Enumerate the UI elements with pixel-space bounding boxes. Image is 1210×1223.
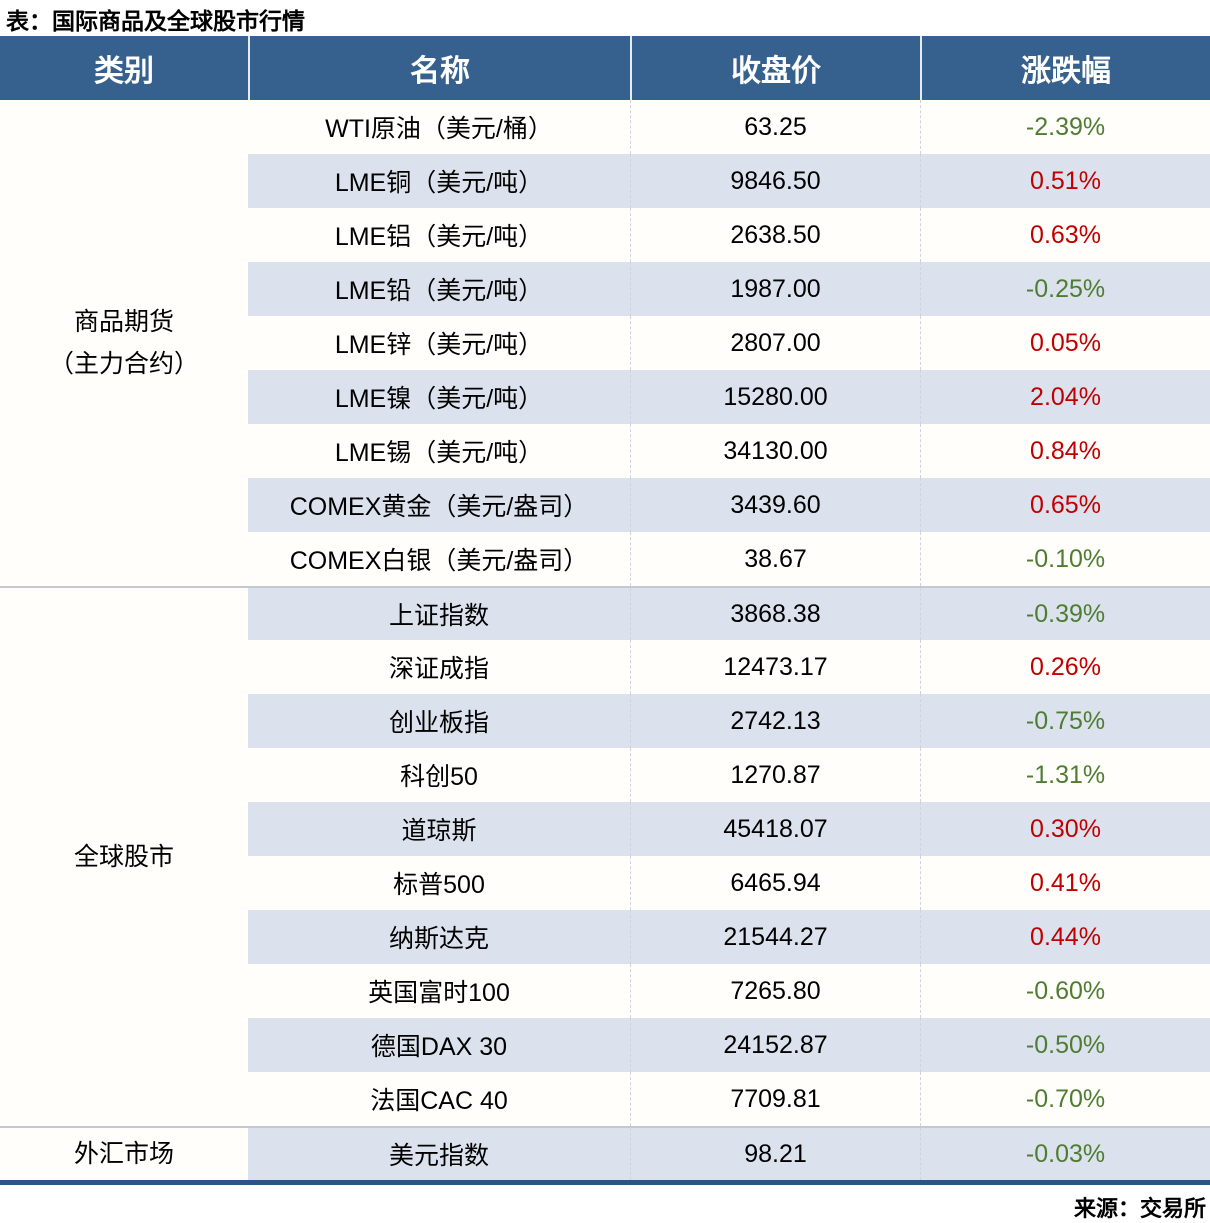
table-row: 法国CAC 40 7709.81 -0.70% <box>248 1072 1210 1126</box>
close-price: 7709.81 <box>630 1072 920 1126</box>
change-percent: -0.25% <box>920 262 1210 316</box>
category-label: （主力合约） <box>48 350 199 378</box>
rows-column: WTI原油（美元/桶） 63.25 -2.39% LME铜（美元/吨） 9846.50 0… <box>248 100 1210 1180</box>
change-percent: -2.39% <box>920 100 1210 154</box>
change-percent: -0.75% <box>920 694 1210 748</box>
close-price: 2742.13 <box>630 694 920 748</box>
instrument-name: 道琼斯 <box>401 817 477 845</box>
close-price: 21544.27 <box>630 910 920 964</box>
source-note: 来源：交易所 <box>1073 1196 1206 1221</box>
close-price: 3439.60 <box>630 478 920 532</box>
close-price: 2638.50 <box>630 208 920 262</box>
instrument-name: COMEX黄金（美元/盎司） <box>289 493 589 521</box>
change-percent: 0.51% <box>920 154 1210 208</box>
instrument-name: 科创50 <box>400 763 478 791</box>
category-cell: 全球股市 <box>0 586 248 1126</box>
table-row: LME铝（美元/吨） 2638.50 0.63% <box>248 208 1210 262</box>
category-cell: 商品期货 （主力合约） <box>0 100 248 586</box>
close-price: 34130.00 <box>630 424 920 478</box>
change-percent: -0.50% <box>920 1018 1210 1072</box>
category-label: 全球股市 <box>73 842 174 871</box>
close-price: 1987.00 <box>630 262 920 316</box>
close-price: 63.25 <box>630 100 920 154</box>
table-row: 上证指数 3868.38 -0.39% <box>248 586 1210 640</box>
close-price: 12473.17 <box>630 640 920 694</box>
market-table: 类别 名称 收盘价 涨跌幅 商品期货 （主力合约） 全球股市外汇市场 WTI原油（美… <box>0 36 1210 1185</box>
change-percent: 0.30% <box>920 802 1210 856</box>
instrument-name: LME铝（美元/吨） <box>334 223 544 251</box>
instrument-name: 创业板指 <box>388 709 489 737</box>
change-percent: -0.60% <box>920 964 1210 1018</box>
close-price: 1270.87 <box>630 748 920 802</box>
change-percent: 0.05% <box>920 316 1210 370</box>
instrument-name: COMEX白银（美元/盎司） <box>289 547 589 575</box>
close-price: 9846.50 <box>630 154 920 208</box>
close-price: 15280.00 <box>630 370 920 424</box>
instrument-name: 英国富时100 <box>368 979 510 1007</box>
table-row: LME镍（美元/吨） 15280.00 2.04% <box>248 370 1210 424</box>
change-percent: 0.41% <box>920 856 1210 910</box>
instrument-name: 德国DAX 30 <box>370 1033 508 1061</box>
change-percent: 0.65% <box>920 478 1210 532</box>
table-row: 科创50 1270.87 -1.31% <box>248 748 1210 802</box>
table-header-row: 类别 名称 收盘价 涨跌幅 <box>0 36 1210 100</box>
instrument-name: 上证指数 <box>388 602 489 630</box>
instrument-name: LME铜（美元/吨） <box>334 169 544 197</box>
close-price: 7265.80 <box>630 964 920 1018</box>
table-row: 标普500 6465.94 0.41% <box>248 856 1210 910</box>
close-price: 38.67 <box>630 532 920 586</box>
change-percent: -0.39% <box>920 588 1210 640</box>
table-row: 美元指数 98.21 -0.03% <box>248 1126 1210 1180</box>
instrument-name: 美元指数 <box>388 1142 489 1170</box>
table-row: 英国富时100 7265.80 -0.60% <box>248 964 1210 1018</box>
instrument-name: LME镍（美元/吨） <box>334 385 544 413</box>
change-percent: -0.10% <box>920 532 1210 586</box>
table-row: COMEX黄金（美元/盎司） 3439.60 0.65% <box>248 478 1210 532</box>
category-column: 商品期货 （主力合约） 全球股市外汇市场 <box>0 100 248 1180</box>
header-change-pct: 涨跌幅 <box>920 36 1210 100</box>
table-row: 纳斯达克 21544.27 0.44% <box>248 910 1210 964</box>
change-percent: 0.84% <box>920 424 1210 478</box>
change-percent: 0.63% <box>920 208 1210 262</box>
close-price: 2807.00 <box>630 316 920 370</box>
change-percent: 2.04% <box>920 370 1210 424</box>
table-row: WTI原油（美元/桶） 63.25 -2.39% <box>248 100 1210 154</box>
instrument-name: 标普500 <box>393 871 485 899</box>
table-row: 德国DAX 30 24152.87 -0.50% <box>248 1018 1210 1072</box>
table-row: COMEX白银（美元/盎司） 38.67 -0.10% <box>248 532 1210 586</box>
table-row: LME锡（美元/吨） 34130.00 0.84% <box>248 424 1210 478</box>
close-price: 98.21 <box>630 1128 920 1180</box>
close-price: 6465.94 <box>630 856 920 910</box>
close-price: 45418.07 <box>630 802 920 856</box>
table-row: 深证成指 12473.17 0.26% <box>248 640 1210 694</box>
instrument-name: LME锌（美元/吨） <box>334 331 544 359</box>
header-close-price: 收盘价 <box>630 36 920 100</box>
change-percent: 0.44% <box>920 910 1210 964</box>
change-percent: -1.31% <box>920 748 1210 802</box>
instrument-name: 法国CAC 40 <box>370 1087 508 1115</box>
change-percent: 0.26% <box>920 640 1210 694</box>
change-percent: -0.70% <box>920 1072 1210 1126</box>
table-row: LME锌（美元/吨） 2807.00 0.05% <box>248 316 1210 370</box>
category-label: 外汇市场 <box>73 1139 174 1168</box>
instrument-name: 纳斯达克 <box>388 925 489 953</box>
change-percent: -0.03% <box>920 1128 1210 1180</box>
page-title: 表：国际商品及全球股市行情 <box>6 8 305 34</box>
instrument-name: LME锡（美元/吨） <box>334 439 544 467</box>
close-price: 24152.87 <box>630 1018 920 1072</box>
category-label: 商品期货 <box>73 307 174 336</box>
header-name: 名称 <box>248 36 630 100</box>
category-cell: 外汇市场 <box>0 1126 248 1180</box>
close-price: 3868.38 <box>630 588 920 640</box>
table-row: LME铅（美元/吨） 1987.00 -0.25% <box>248 262 1210 316</box>
header-category: 类别 <box>94 55 154 88</box>
instrument-name: WTI原油（美元/桶） <box>325 115 553 143</box>
instrument-name: 深证成指 <box>388 655 489 683</box>
table-body: 商品期货 （主力合约） 全球股市外汇市场 WTI原油（美元/桶） 63.25 -2.39… <box>0 100 1210 1180</box>
table-row: 创业板指 2742.13 -0.75% <box>248 694 1210 748</box>
instrument-name: LME铅（美元/吨） <box>334 277 544 305</box>
table-row: 道琼斯 45418.07 0.30% <box>248 802 1210 856</box>
table-row: LME铜（美元/吨） 9846.50 0.51% <box>248 154 1210 208</box>
